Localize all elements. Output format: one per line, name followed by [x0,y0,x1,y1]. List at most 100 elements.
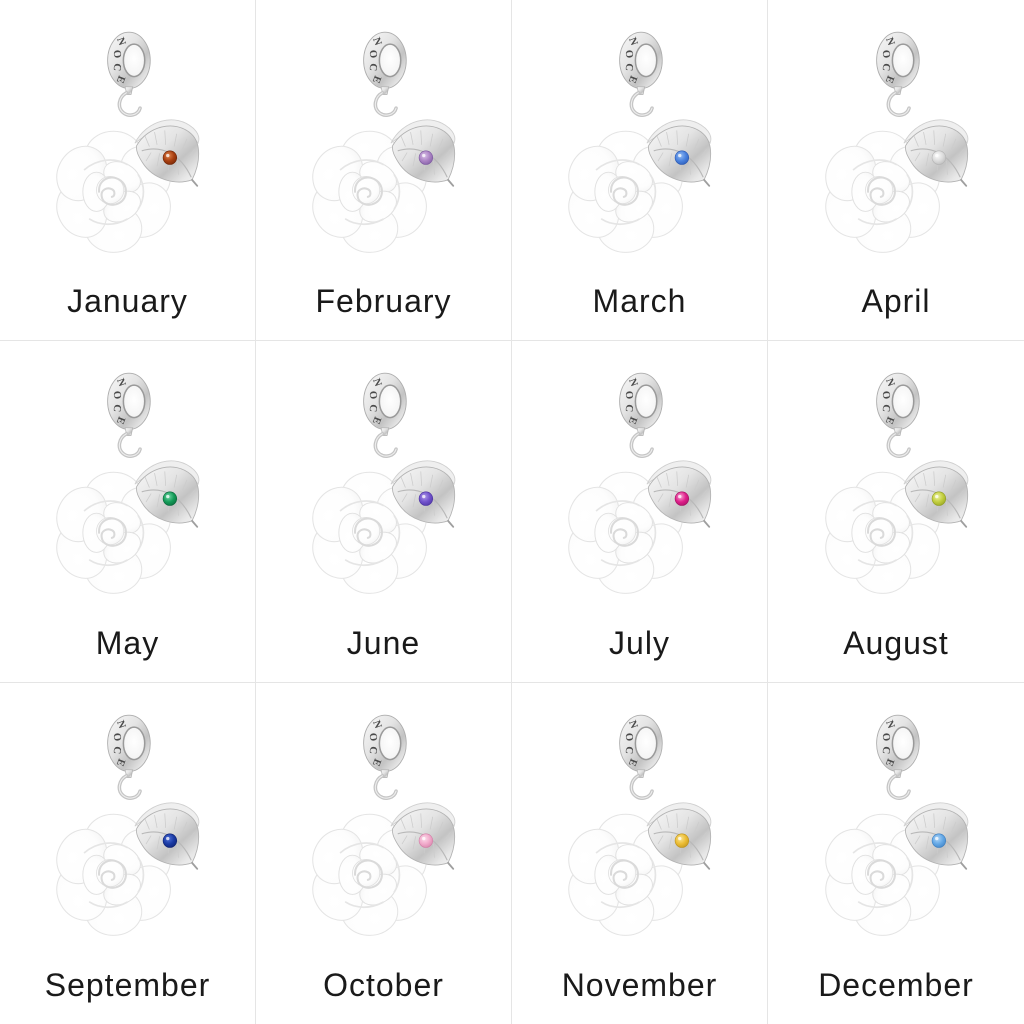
svg-text:C: C [879,63,891,72]
charm-loop [886,432,911,459]
birthstone-gem [419,491,434,507]
gem-sparkle [422,153,426,158]
gem-sparkle [678,495,682,499]
birthstone-gem [419,833,434,848]
birthstone-gem [163,491,178,507]
birthstone-gem [931,491,946,507]
svg-text:E: E [626,74,639,85]
flower-swirl [866,176,896,206]
svg-text:C: C [111,745,123,754]
svg-text:C: C [367,745,379,754]
gem-sparkle [166,836,170,840]
month-label: April [861,283,931,320]
flower-swirl [610,176,640,206]
svg-text:O: O [367,732,379,741]
svg-text:O: O [111,732,123,741]
svg-text:O: O [111,391,123,400]
svg-text:C: C [111,404,123,413]
flower-swirl [354,517,384,548]
charm-leaf [390,802,456,870]
svg-text:C: C [879,404,891,413]
svg-text:O: O [623,49,635,58]
charm-loop [886,773,911,800]
svg-text:E: E [626,757,639,768]
charm-loop [629,432,655,459]
charm-flower [568,130,684,253]
birthstone-gem [931,150,946,165]
gem-sparkle [934,836,939,840]
svg-text:N: N [114,719,127,730]
month-label: August [843,624,949,661]
month-label: February [315,283,452,320]
charm-loop [373,91,399,117]
birthstone-gem [675,150,690,165]
charm-loop [117,773,143,800]
svg-text:O: O [111,49,123,58]
charm-leaf [646,460,712,529]
svg-text:N: N [883,377,896,388]
flower-swirl [98,859,128,889]
svg-text:N: N [626,377,639,388]
flower-swirl [866,859,896,889]
birthstone-gem [675,833,690,848]
svg-text:N: N [883,719,896,730]
gem-sparkle [422,495,426,499]
charm-flower [825,130,940,253]
gem-sparkle [166,495,170,499]
charm-leaf [390,119,456,187]
charm-leaf [903,802,969,870]
svg-text:O: O [879,391,891,400]
gem-sparkle [678,153,682,158]
svg-text:O: O [367,49,379,58]
svg-text:N: N [626,36,639,47]
charm-flower [56,813,172,936]
charm-leaf [134,460,200,529]
flower-swirl [98,517,128,548]
svg-text:N: N [114,36,127,47]
charm-leaf [646,119,712,187]
gem-sparkle [678,836,682,840]
charm-flower [825,472,940,595]
charm-flower [312,472,428,595]
svg-text:E: E [114,74,127,85]
charm-loop [117,432,143,459]
month-label: June [346,624,421,661]
flower-swirl [610,517,640,548]
charm-loop [629,773,655,800]
svg-text:C: C [623,404,635,413]
